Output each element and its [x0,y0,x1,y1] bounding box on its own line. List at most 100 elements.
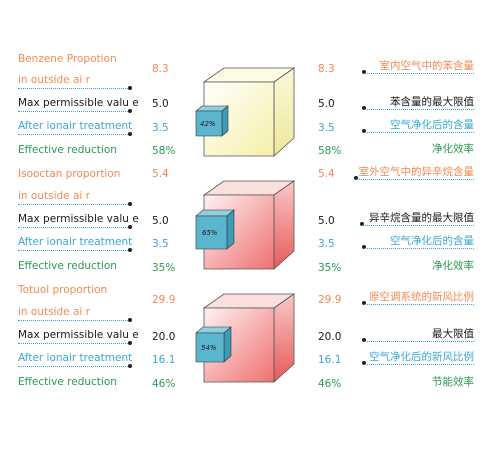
value-after: 3.5 [152,122,169,134]
value-outside-right: 8.3 [318,63,335,75]
bullet-dot [128,202,132,206]
cube-diagram: 42% [195,67,296,157]
label-title-line2: in outside ai r [18,306,90,318]
value-outside-right: 5.4 [318,168,335,180]
value-max-right: 20.0 [318,331,342,343]
label-max: Max permissible valu e [18,213,139,225]
cube-side-face [273,293,295,383]
label-after: After ionair treatment [18,352,133,364]
bullet-dot [360,222,364,226]
cn-label-outside: 室外空气中的异辛烷含量 [358,166,475,178]
underline [18,227,128,228]
bullet-dot [128,132,132,136]
value-after-right: 3.5 [318,238,335,250]
label-max: Max permissible valu e [18,329,139,341]
small-cube-side [223,326,232,363]
bullet-dot [128,86,132,90]
value-reduction-right: 35% [318,262,342,274]
bullet-dot [362,338,366,342]
cube-diagram: 54% [195,293,296,383]
cn-label-reduction: 节能效率 [432,376,474,388]
value-after-right: 3.5 [318,122,335,134]
underline [364,364,474,365]
value-reduction-right: 46% [318,378,342,390]
cn-label-reduction: 净化效率 [432,143,474,155]
value-reduction: 58% [152,145,176,157]
value-reduction-right: 58% [318,145,342,157]
underline [18,111,128,112]
underline [362,225,474,226]
value-max-right: 5.0 [318,215,335,227]
underline [364,341,474,342]
bullet-dot [362,129,366,133]
cn-label-max: 最大限值 [432,328,474,340]
value-outside: 29.9 [152,294,176,306]
cn-label-after: 空气净化后的含量 [390,119,474,131]
label-title-line2: in outside ai r [18,190,90,202]
cn-label-max: 苯含量的最大限值 [390,96,474,108]
underline [18,250,128,251]
value-after-right: 16.1 [318,354,342,366]
underline [364,304,474,305]
bullet-dot [362,301,366,305]
cube-percent-label: 65% [202,229,218,237]
label-after: After ionair treatment [18,236,133,248]
bullet-dot [362,361,366,365]
cube-diagram: 65% [195,180,296,270]
cn-label-outside: 原空调系统的新风比例 [369,291,474,303]
value-after: 16.1 [152,354,176,366]
underline [364,248,474,249]
value-max: 20.0 [152,331,176,343]
label-title-line1: Totuol proportion [18,284,108,296]
cube-percent-label: 54% [201,344,217,352]
bullet-dot [362,70,366,74]
small-cube-front [195,332,225,363]
underline [356,179,474,180]
cn-label-outside: 室内空气中的苯含量 [379,60,475,72]
label-after: After ionair treatment [18,120,133,132]
bullet-dot [128,364,132,368]
value-max: 5.0 [152,215,169,227]
cube-side-face [273,67,295,157]
bullet-dot [128,109,132,113]
value-max-right: 5.0 [318,98,335,110]
label-reduction: Effective reduction [18,260,117,272]
bullet-dot [128,225,132,229]
bullet-dot [128,248,132,252]
label-title-line2: in outside ai r [18,74,90,86]
cn-label-after: 空气净化后的含量 [390,235,474,247]
label-title-line1: Benzene Propotion [18,53,117,65]
value-max: 5.0 [152,98,169,110]
value-outside-right: 29.9 [318,294,342,306]
underline [364,73,474,74]
underline [18,320,128,321]
value-reduction: 46% [152,378,176,390]
underline [18,343,128,344]
underline [18,88,128,89]
label-reduction: Effective reduction [18,144,117,156]
underline [18,204,128,205]
small-cube-front [195,110,223,137]
small-cube-side [226,209,235,250]
underline [18,366,128,367]
small-cube-front [195,215,228,250]
small-cube-side [221,105,229,137]
value-outside: 5.4 [152,168,169,180]
value-outside: 8.3 [152,63,169,75]
label-title-line1: Isooctan proportion [18,168,121,180]
cn-label-max: 异辛烷含量的最大限值 [369,212,474,224]
value-after: 3.5 [152,238,169,250]
cube-percent-label: 42% [200,120,216,128]
bullet-dot [128,318,132,322]
label-reduction: Effective reduction [18,376,117,388]
underline [18,134,128,135]
bullet-dot [354,176,358,180]
bullet-dot [128,341,132,345]
underline [364,132,474,133]
cube-side-face [273,180,295,270]
cn-label-reduction: 净化效率 [432,260,474,272]
cn-label-after: 空气净化后的新风比例 [369,351,474,363]
bullet-dot [362,106,366,110]
value-reduction: 35% [152,262,176,274]
underline [364,109,474,110]
